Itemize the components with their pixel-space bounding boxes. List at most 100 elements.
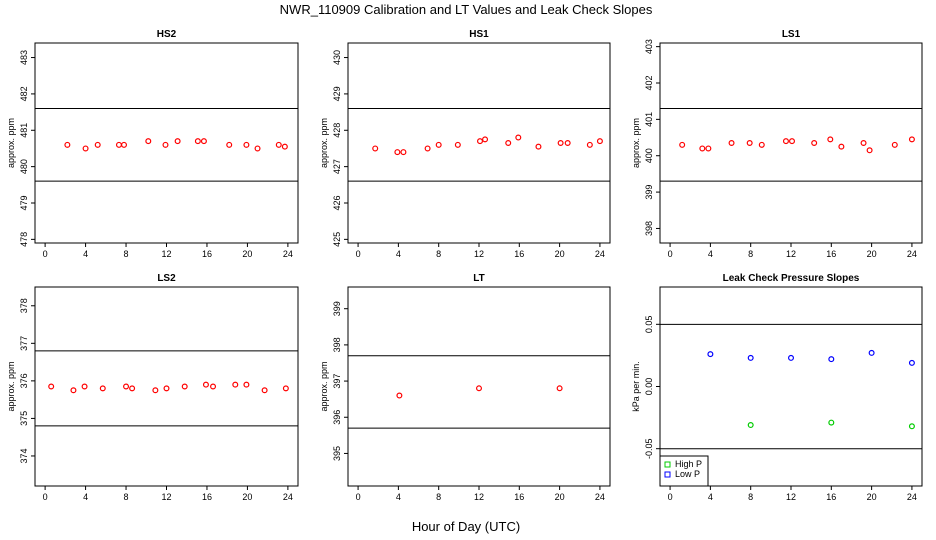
point-high-p (908, 423, 915, 430)
legend-swatch (664, 461, 671, 468)
data-point (129, 385, 136, 392)
y-tick-label: 376 (19, 373, 29, 388)
x-tick-label: 12 (786, 249, 796, 259)
y-axis-label: approx. ppm (6, 118, 16, 168)
x-tick-label: 24 (283, 492, 293, 502)
data-point (811, 140, 818, 147)
data-point (728, 140, 735, 147)
panel-title: LS2 (157, 273, 176, 284)
y-tick-label: 482 (19, 86, 29, 101)
y-axis-label: approx. ppm (319, 118, 329, 168)
y-axis-label: approx. ppm (631, 118, 641, 168)
data-point (400, 149, 407, 156)
data-point (82, 145, 89, 152)
data-point (394, 149, 401, 156)
y-tick-label: 427 (332, 159, 342, 174)
data-point (281, 143, 288, 150)
x-tick-label: 24 (907, 249, 917, 259)
data-point (758, 141, 765, 148)
x-tick-label: 20 (242, 249, 252, 259)
x-tick-label: 20 (555, 249, 565, 259)
data-point (243, 381, 250, 388)
x-tick-label: 12 (161, 492, 171, 502)
x-tick-label: 0 (43, 249, 48, 259)
x-tick-label: 4 (83, 249, 88, 259)
data-point (261, 387, 268, 394)
y-tick-label: 377 (19, 336, 29, 351)
data-point (789, 138, 796, 145)
data-point (891, 141, 898, 148)
x-tick-label: 20 (867, 492, 877, 502)
x-tick-label: 16 (514, 249, 524, 259)
point-high-p (747, 422, 754, 429)
x-tick-label: 8 (436, 492, 441, 502)
data-point (866, 147, 873, 154)
y-axis-label: approx. ppm (319, 361, 329, 411)
data-point (586, 141, 593, 148)
panel-5: LT 0 4 8 12 16 20 24 395 396 397 398 399 approx. ppm (319, 273, 611, 502)
panel-6: Leak Check Pressure Slopes 0 4 8 12 16 20 24 -0.… (631, 273, 923, 502)
y-tick-label: 398 (644, 221, 654, 236)
data-point (396, 392, 403, 399)
panel-title: LT (473, 273, 484, 284)
x-tick-label: 24 (595, 492, 605, 502)
data-point (226, 141, 233, 148)
figure-title: NWR_110909 Calibration and LT Values and… (280, 2, 653, 17)
data-point (699, 145, 706, 152)
panel-2: HS1 0 4 8 12 16 20 24 425 426 427 428 429 430 approx. … (319, 29, 611, 259)
data-point (254, 145, 261, 152)
data-point (152, 387, 159, 394)
x-tick-label: 24 (907, 492, 917, 502)
y-tick-label: 378 (19, 298, 29, 313)
x-tick-label: 20 (555, 492, 565, 502)
y-tick-label: 396 (332, 410, 342, 425)
y-tick-label: 374 (19, 448, 29, 463)
data-point (556, 385, 563, 392)
panel-3: LS1 0 4 8 12 16 20 24 398 399 400 401 402 403 approx. … (631, 29, 923, 259)
data-point (121, 141, 128, 148)
point-low-p (747, 354, 754, 361)
y-tick-label: 428 (332, 123, 342, 138)
legend-box (659, 455, 709, 487)
data-point (174, 138, 181, 145)
data-point (782, 138, 789, 145)
y-tick-label: 481 (19, 123, 29, 138)
x-axis-label: Hour of Day (UTC) (412, 519, 520, 534)
y-tick-label: 395 (332, 446, 342, 461)
data-point (476, 385, 483, 392)
point-low-p (868, 349, 875, 356)
data-point (99, 385, 106, 392)
data-point (181, 383, 188, 390)
x-tick-label: 0 (668, 249, 673, 259)
data-point (64, 141, 71, 148)
x-tick-label: 12 (786, 492, 796, 502)
data-point (746, 140, 753, 147)
y-tick-label: 426 (332, 195, 342, 210)
y-tick-label: 430 (332, 50, 342, 65)
data-point (372, 145, 379, 152)
x-tick-label: 4 (708, 249, 713, 259)
data-point (145, 138, 152, 145)
data-point (705, 145, 712, 152)
x-tick-label: 8 (124, 492, 129, 502)
y-tick-label: -0.05 (644, 438, 654, 459)
data-point (424, 145, 431, 152)
x-tick-label: 8 (748, 492, 753, 502)
data-point (535, 143, 542, 150)
data-point (94, 141, 101, 148)
y-tick-label: 483 (19, 50, 29, 65)
data-point (454, 141, 461, 148)
data-point (482, 136, 489, 143)
y-tick-label: 403 (644, 39, 654, 54)
x-tick-label: 12 (161, 249, 171, 259)
data-point (557, 140, 564, 147)
panel-title: Leak Check Pressure Slopes (723, 273, 860, 284)
y-tick-label: 401 (644, 112, 654, 127)
x-tick-label: 16 (202, 492, 212, 502)
x-tick-label: 4 (396, 249, 401, 259)
x-tick-label: 8 (124, 249, 129, 259)
data-point (860, 140, 867, 147)
x-tick-label: 0 (43, 492, 48, 502)
